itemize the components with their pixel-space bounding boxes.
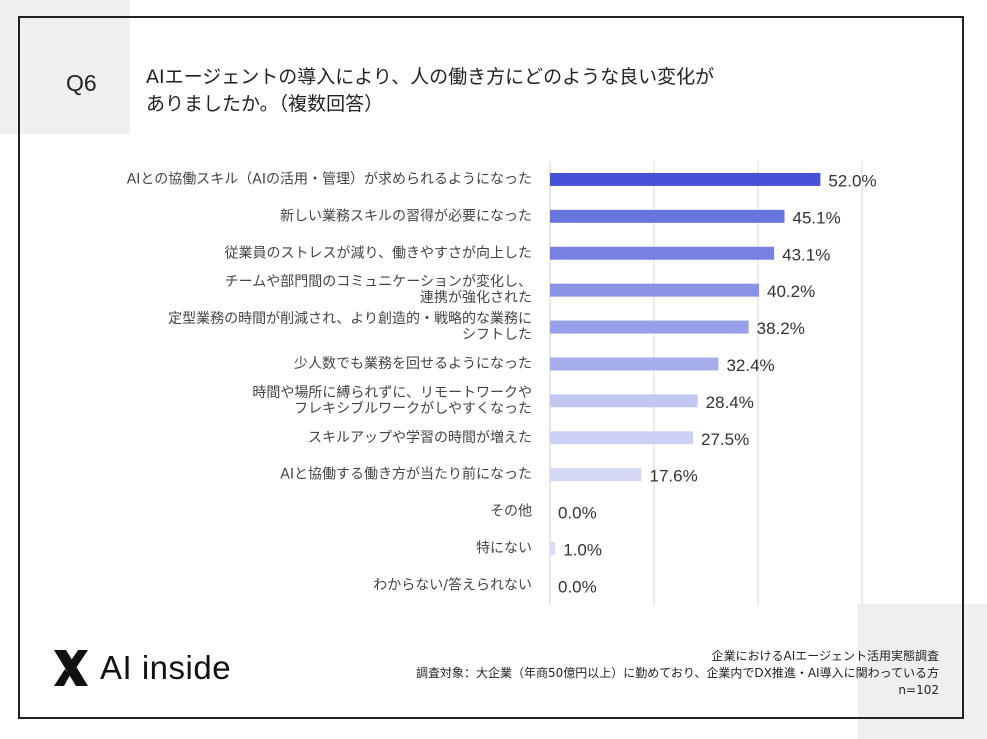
category-label-5-line-2: シフトした [462,327,532,343]
question-title-line-2: ありましたか。（複数回答） [146,93,384,115]
bar-6 [550,357,719,371]
value-label-9: 17.6% [650,467,698,486]
chart-gridlines [549,161,863,605]
question-number: Q6 [66,70,97,96]
survey-footer: 企業におけるAIエージェント活用実態調査 調査対象：大企業（年商50億円以上）に… [416,648,939,699]
category-label-4-line-2: 連携が強化された [420,290,532,306]
category-label-3: 従業員のストレスが減り、働きやすさが向上した [225,244,532,261]
value-label-2: 45.1% [793,208,841,227]
chart-bars [550,172,821,555]
corner-decoration-top-left [0,0,130,134]
survey-target: 調査対象：大企業（年商50億円以上）に勤めており、企業内でDX推進・AI導入に関… [415,666,939,680]
category-label-11: 特にない [476,540,532,556]
value-label-1: 52.0% [828,171,876,190]
chart-labels: 52.0% AIとの協働スキル（AIの活用・管理）が求められるようになった 45.1… [127,171,877,596]
category-label-6: 少人数でも業務を回せるようになった [294,356,532,372]
category-label-12: わからない/答えられない [373,576,532,593]
bar-11 [550,541,556,555]
x-mark-icon [54,650,88,686]
bar-8 [550,431,693,445]
category-label-4-line-1: チームや部門間のコミュニケーションが変化し、 [225,273,532,290]
value-label-5: 38.2% [757,319,805,338]
category-label-7-line-1: 時間や場所に縛られずに、リモートワークや [252,384,532,401]
value-label-7: 28.4% [706,393,754,412]
question-title: AIエージェントの導入により、人の働き方にどのような良い変化が ありましたか。（… [146,64,836,118]
bar-9 [550,468,642,482]
bar-3 [550,246,775,260]
bar-2 [550,209,785,223]
ai-inside-logo: AI inside [52,648,231,688]
sample-size: n=102 [898,683,939,697]
bar-7 [550,394,698,408]
category-label-5-line-1: 定型業務の時間が削減され、より創造的・戦略的な業務に [168,310,532,327]
category-label-1: AIとの協働スキル（AIの活用・管理）が求められるようになった [127,171,532,187]
category-label-10: その他 [490,504,532,520]
value-label-10: 0.0% [558,504,597,523]
value-label-8: 27.5% [701,430,749,449]
category-label-9: AIと協働する働き方が当たり前になった [280,466,532,483]
bar-5 [550,320,749,334]
bar-4 [550,283,760,297]
category-label-7-line-2: フレキシブルワークがしやすくなった [294,400,532,417]
slide-frame [18,16,964,719]
category-label-2: 新しい業務スキルの習得が必要になった [280,207,532,224]
value-label-6: 32.4% [726,356,774,375]
value-label-11: 1.0% [563,540,602,559]
corner-decoration-bottom-right [858,604,987,739]
value-label-3: 43.1% [782,245,830,264]
question-title-line-1: AIエージェントの導入により、人の働き方にどのような良い変化が [146,66,715,88]
logo-text: AI inside [100,649,232,686]
survey-title: 企業におけるAIエージェント活用実態調査 [711,649,939,663]
category-label-8: スキルアップや学習の時間が増えた [308,430,532,446]
value-label-4: 40.2% [767,282,815,301]
value-label-12: 0.0% [558,577,597,596]
bar-1 [550,172,821,186]
